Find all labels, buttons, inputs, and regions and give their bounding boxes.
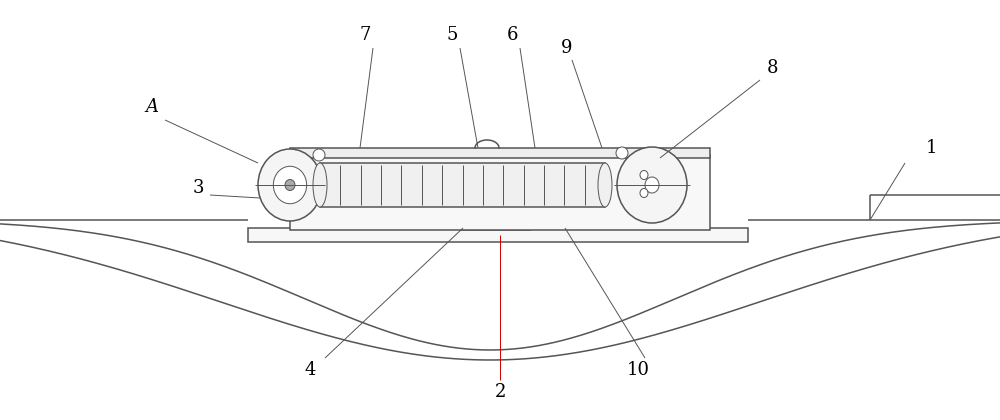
Ellipse shape <box>645 177 659 193</box>
Ellipse shape <box>313 149 325 161</box>
Ellipse shape <box>285 179 295 191</box>
Text: 1: 1 <box>926 139 938 157</box>
Text: A: A <box>146 98 159 116</box>
Ellipse shape <box>640 171 648 179</box>
Text: 10: 10 <box>626 361 650 379</box>
Bar <box>248 228 748 242</box>
Bar <box>320 163 605 207</box>
Ellipse shape <box>616 147 628 159</box>
Ellipse shape <box>273 166 307 204</box>
Ellipse shape <box>313 163 327 207</box>
Bar <box>460 222 530 230</box>
Text: 7: 7 <box>359 26 371 44</box>
Ellipse shape <box>598 163 612 207</box>
Text: 9: 9 <box>561 39 573 57</box>
Text: 8: 8 <box>767 59 779 77</box>
Bar <box>290 148 710 158</box>
Text: 3: 3 <box>192 179 204 197</box>
Text: 6: 6 <box>507 26 519 44</box>
Ellipse shape <box>617 147 687 223</box>
Ellipse shape <box>258 149 322 221</box>
Ellipse shape <box>640 189 648 197</box>
Text: 2: 2 <box>494 383 506 401</box>
Text: 4: 4 <box>304 361 316 379</box>
Text: 5: 5 <box>446 26 458 44</box>
Bar <box>290 155 710 230</box>
